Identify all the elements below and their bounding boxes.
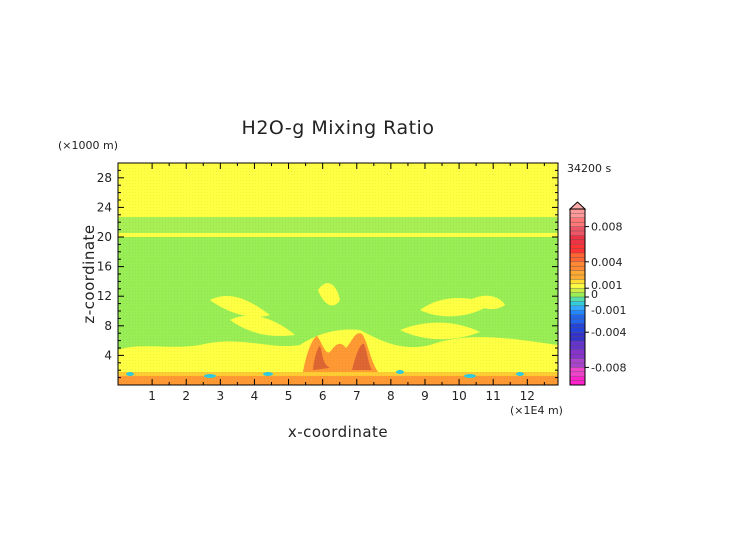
colorbar-segment [570, 305, 585, 311]
x-tick-label: 8 [387, 389, 395, 403]
colorbar-label: 0.001 [591, 279, 623, 292]
x-tick-label: 11 [486, 389, 501, 403]
x-tick-label: 10 [451, 389, 466, 403]
x-tick-label: 2 [182, 389, 190, 403]
colorbar-label: -0.008 [591, 361, 626, 374]
y-tick-label: 12 [97, 289, 112, 303]
colorbar-label: 0.004 [591, 256, 623, 269]
x-tick-label: 12 [520, 389, 535, 403]
y-tick-label: 20 [97, 230, 112, 244]
field-grain [118, 163, 558, 385]
colorbar-segment [570, 288, 585, 293]
x-axis-title: x-coordinate [288, 423, 388, 441]
x-unit-label: (×1E4 m) [510, 404, 563, 417]
x-tick-label: 5 [285, 389, 293, 403]
y-axis: 4 8 12 16 20 24 28 [97, 169, 558, 379]
x-tick-label: 9 [421, 389, 429, 403]
x-tick-label: 4 [251, 389, 259, 403]
y-axis-title: z-coordinate [80, 224, 98, 323]
colorbar-label: -0.001 [591, 304, 626, 317]
colorbar-extend-arrow [568, 201, 587, 210]
colorbar-segment [570, 310, 585, 315]
colorbar-segment [570, 297, 585, 302]
colorbar-segment [570, 283, 585, 289]
heatmap-field [118, 163, 558, 385]
chart-title: H2O-g Mixing Ratio [242, 117, 435, 139]
x-tick-label: 7 [353, 389, 361, 403]
colorbar-segment [570, 292, 585, 297]
x-tick-label: 3 [217, 389, 225, 403]
x-tick-label: 6 [319, 389, 327, 403]
y-tick-label: 16 [97, 260, 112, 274]
y-tick-label: 8 [104, 319, 112, 333]
colorbar-label: 0.008 [591, 221, 623, 234]
y-tick-label: 4 [104, 348, 112, 362]
colorbar-segment [570, 301, 585, 306]
colorbar-label: 0 [591, 288, 598, 301]
x-tick-label: 1 [148, 389, 156, 403]
y-tick-label: 28 [97, 171, 112, 185]
time-label: 34200 s [567, 162, 611, 175]
y-unit-label: (×1000 m) [58, 139, 118, 152]
x-axis: 1 2 3 4 5 6 7 8 9 10 11 12 [148, 163, 545, 403]
colorbar-label: -0.004 [591, 326, 626, 339]
y-tick-label: 24 [97, 200, 112, 214]
colorbar-segment [570, 279, 585, 284]
